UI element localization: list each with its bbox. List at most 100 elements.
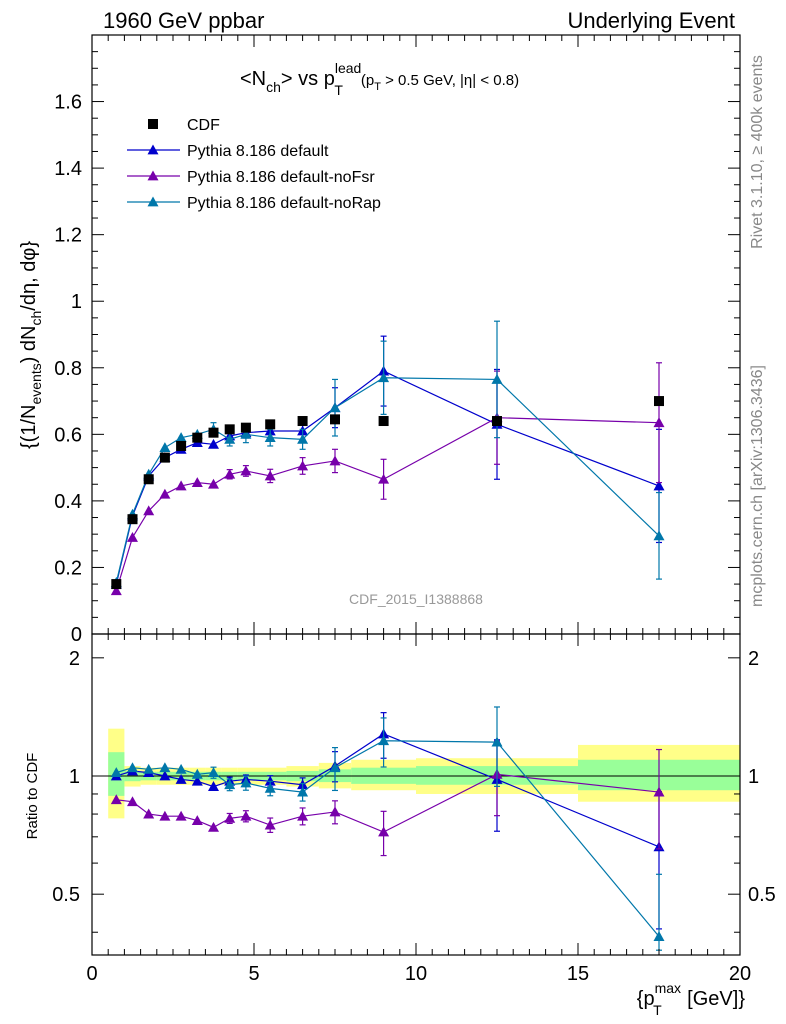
xlabel-part: {p — [637, 988, 655, 1010]
ratio-marker — [653, 931, 665, 941]
legend-label: Pythia 8.186 default-noFsr — [187, 169, 375, 186]
rivet-version-label: Rivet 3.1.10, ≥ 400k events — [749, 55, 766, 249]
series-marker — [191, 477, 203, 487]
ratio-tick-label-left: 1 — [69, 766, 80, 788]
tick-labels: 0 5 10 15 20 0.2 0.4 0.6 0.8 1 1.2 1.4 1.6 0 0.5 0.5 1 1 2… — [52, 92, 776, 985]
ylabel-sub: events — [28, 363, 44, 404]
legend-marker-square — [148, 119, 158, 129]
ratio-marker — [159, 770, 171, 781]
cdf-data-point — [492, 416, 502, 427]
ratio-marker — [224, 812, 236, 823]
y-tick-label: 1.2 — [54, 225, 82, 247]
y-tick-label: 0.8 — [54, 358, 82, 380]
series-marker — [491, 373, 503, 384]
ratio-marker — [191, 815, 203, 825]
ylabel-part: {(1/N — [18, 405, 40, 449]
ratio-marker — [191, 768, 203, 779]
legend: CDF Pythia 8.186 default Pythia 8.186 defa… — [127, 117, 381, 212]
series-marker — [378, 372, 390, 383]
cdf-data-point — [378, 416, 389, 427]
ratio-marker — [378, 826, 390, 837]
series-marker — [143, 505, 155, 516]
cdf-data-point — [127, 514, 138, 525]
ylabel-sub: ch — [28, 311, 44, 326]
header-energy: 1960 GeV ppbar — [103, 8, 264, 33]
ratio-axis-label: Ratio to CDF — [24, 753, 41, 840]
x-tick-label: 10 — [405, 963, 427, 985]
ratio-marker — [110, 767, 122, 778]
series-marker — [208, 478, 219, 489]
series-marker — [378, 473, 390, 484]
ratio-marker — [127, 796, 138, 807]
ratio-tick-label-left: 2 — [69, 648, 80, 670]
series-marker — [224, 433, 236, 444]
series-marker — [224, 468, 236, 479]
ratio-marker — [143, 808, 155, 819]
ratio-marker — [491, 736, 503, 747]
ratio-marker — [240, 810, 252, 821]
cdf-data-point — [192, 432, 203, 443]
series-marker — [110, 585, 122, 596]
series-marker — [264, 432, 276, 443]
cdf-data-point — [240, 422, 251, 433]
axes-layer — [91, 34, 741, 956]
series-marker — [175, 432, 187, 443]
ratio-marker — [240, 777, 252, 788]
legend-label: Pythia 8.186 default-noRap — [187, 195, 381, 212]
cdf-data-point — [265, 419, 276, 430]
ratio-marker — [378, 735, 390, 746]
cdf-data-point — [143, 474, 154, 485]
ratio-marker — [143, 763, 155, 774]
series-marker — [329, 402, 341, 413]
series-marker — [329, 455, 341, 466]
y-tick-label: 0.2 — [54, 557, 82, 579]
series-pythia-8-186-default-norap — [110, 320, 665, 951]
ratio-marker — [297, 786, 309, 797]
ratio-marker — [264, 819, 276, 830]
x-tick-label: 0 — [86, 963, 97, 985]
x-tick-label: 15 — [567, 963, 589, 985]
xlabel-part: [GeV]} — [682, 988, 746, 1010]
ratio-marker — [175, 773, 187, 784]
ratio-marker — [191, 775, 203, 786]
series-marker — [240, 465, 252, 476]
series-marker — [653, 530, 665, 541]
title-sub: ch — [266, 79, 281, 95]
series-marker — [264, 470, 276, 481]
series-marker — [297, 460, 309, 471]
ratio-tick-label-right: 0.5 — [748, 884, 776, 906]
legend-label: CDF — [187, 117, 220, 134]
title-sup: lead — [335, 60, 361, 76]
title-cut-sub: T — [374, 81, 381, 93]
ratio-marker — [297, 810, 309, 821]
legend-marker-triangle — [147, 144, 159, 155]
ratio-tick-label-left: 0.5 — [52, 884, 80, 906]
ratio-marker — [264, 775, 276, 786]
series-marker — [127, 531, 138, 542]
x-tick-label: 5 — [248, 963, 259, 985]
y-tick-label: 0.6 — [54, 424, 82, 446]
series-marker — [653, 480, 665, 491]
ratio-marker — [127, 762, 138, 773]
legend-label: Pythia 8.186 default — [187, 143, 329, 160]
series-marker — [240, 428, 252, 439]
ratio-marker — [110, 794, 122, 805]
ratio-tick-label-right: 2 — [748, 648, 759, 670]
series-cdf — [111, 396, 664, 590]
analysis-watermark: CDF_2015_I1388868 — [349, 591, 483, 607]
xlabel-sub: T — [653, 1002, 662, 1018]
ratio-marker — [224, 779, 236, 790]
y-tick-label: 1.6 — [54, 92, 82, 114]
series-pythia-8-186-default-nofsr — [110, 362, 665, 857]
title-cut: (p — [361, 72, 374, 89]
series-marker — [175, 480, 187, 491]
cdf-data-point — [330, 414, 340, 425]
ratio-marker — [208, 767, 219, 778]
x-tick-label: 20 — [729, 963, 751, 985]
series-marker — [159, 488, 171, 499]
series-marker — [297, 433, 309, 444]
legend-marker-triangle — [147, 196, 159, 207]
ratio-marker — [175, 763, 187, 774]
y-tick-label: 0.4 — [54, 491, 82, 513]
